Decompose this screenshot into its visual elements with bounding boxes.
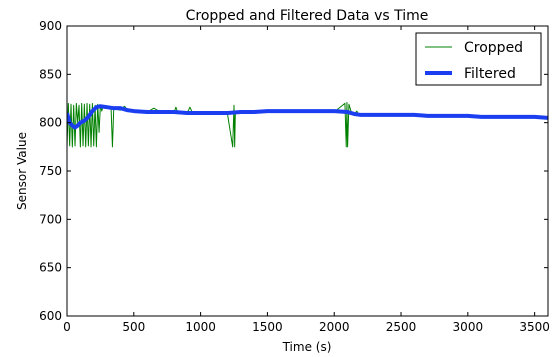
x-tick-label: 2500: [386, 320, 417, 334]
y-tick-label: 700: [39, 212, 62, 226]
y-tick-label: 900: [39, 19, 62, 33]
series-line-cropped: [67, 101, 548, 148]
legend-label-cropped: Cropped: [464, 40, 523, 56]
legend-label-filtered: Filtered: [464, 66, 516, 82]
y-tick-label: 750: [39, 164, 62, 178]
y-axis: 600 650 700 750 800 850 900: [39, 19, 548, 323]
y-tick-label: 850: [39, 67, 62, 81]
y-axis-label: Sensor Value: [15, 132, 29, 210]
legend-box: [415, 32, 542, 86]
series-line-filtered: [67, 104, 548, 130]
y-tick-label: 800: [39, 116, 62, 130]
x-tick-label: 500: [122, 320, 145, 334]
x-tick-label: 1000: [185, 320, 216, 334]
y-tick-label: 600: [39, 309, 62, 323]
x-tick-label: 2000: [319, 320, 350, 334]
x-tick-label: 3500: [519, 320, 550, 334]
chart-title: Cropped and Filtered Data vs Time: [186, 8, 429, 24]
y-tick-label: 650: [39, 261, 62, 275]
legend: Cropped Filtered: [415, 32, 542, 86]
x-tick-label: 3000: [453, 320, 484, 334]
x-axis-label: Time (s): [282, 340, 332, 354]
x-axis: 0 500 1000 1500 2000 2500 3000 3500: [63, 26, 550, 334]
x-tick-label: 1500: [252, 320, 283, 334]
x-tick-label: 0: [63, 320, 71, 334]
